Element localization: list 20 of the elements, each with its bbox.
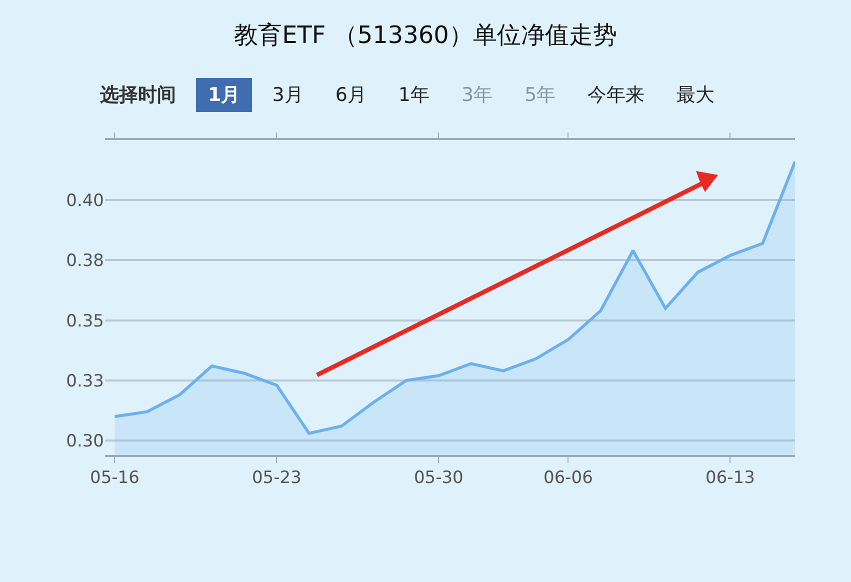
x-tick-label: 05-23: [252, 468, 302, 488]
text: 5年: [524, 83, 557, 108]
y-tick-label: 0.35: [66, 311, 104, 332]
x-tick-label: 05-16: [90, 468, 140, 488]
text: 今年来: [586, 83, 646, 108]
x-tick-label: 06-06: [544, 468, 593, 488]
text: 3月: [271, 83, 304, 108]
x-tick-label: 06-13: [706, 468, 755, 488]
text: 最大: [676, 83, 716, 108]
y-tick-label: 0.33: [66, 371, 104, 392]
y-tick-label: 0.30: [66, 432, 104, 452]
text: 1月: [196, 78, 252, 112]
text: 3年: [460, 83, 494, 108]
x-tick-label: 05-30: [414, 468, 464, 488]
y-tick-label: 0.40: [66, 191, 104, 212]
chart-title: 教育ETF （513360）单位净值走势: [234, 20, 617, 49]
text: 1年: [397, 83, 431, 108]
text: 选择时间: [100, 83, 177, 108]
y-tick-label: 0.38: [66, 251, 104, 272]
text: 6月: [334, 83, 368, 108]
